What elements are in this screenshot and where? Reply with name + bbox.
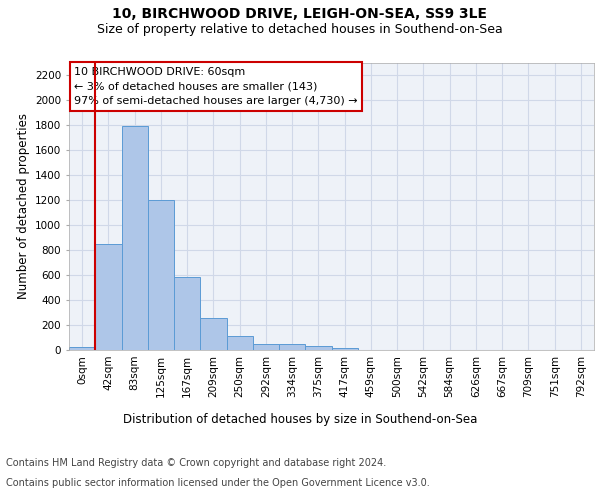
Bar <box>227 336 253 350</box>
Bar <box>148 200 174 350</box>
Bar <box>305 346 331 350</box>
Bar <box>174 277 200 350</box>
Bar <box>95 244 121 350</box>
Bar <box>279 344 305 350</box>
Text: 10 BIRCHWOOD DRIVE: 60sqm
← 3% of detached houses are smaller (143)
97% of semi-: 10 BIRCHWOOD DRIVE: 60sqm ← 3% of detach… <box>74 67 358 106</box>
Bar <box>69 347 95 350</box>
Text: 10, BIRCHWOOD DRIVE, LEIGH-ON-SEA, SS9 3LE: 10, BIRCHWOOD DRIVE, LEIGH-ON-SEA, SS9 3… <box>113 8 487 22</box>
Text: Distribution of detached houses by size in Southend-on-Sea: Distribution of detached houses by size … <box>123 412 477 426</box>
Text: Contains HM Land Registry data © Crown copyright and database right 2024.: Contains HM Land Registry data © Crown c… <box>6 458 386 468</box>
Text: Contains public sector information licensed under the Open Government Licence v3: Contains public sector information licen… <box>6 478 430 488</box>
Bar <box>200 318 227 350</box>
Text: Size of property relative to detached houses in Southend-on-Sea: Size of property relative to detached ho… <box>97 22 503 36</box>
Bar <box>331 348 358 350</box>
Bar <box>121 126 148 350</box>
Y-axis label: Number of detached properties: Number of detached properties <box>17 114 29 299</box>
Bar <box>253 344 279 350</box>
